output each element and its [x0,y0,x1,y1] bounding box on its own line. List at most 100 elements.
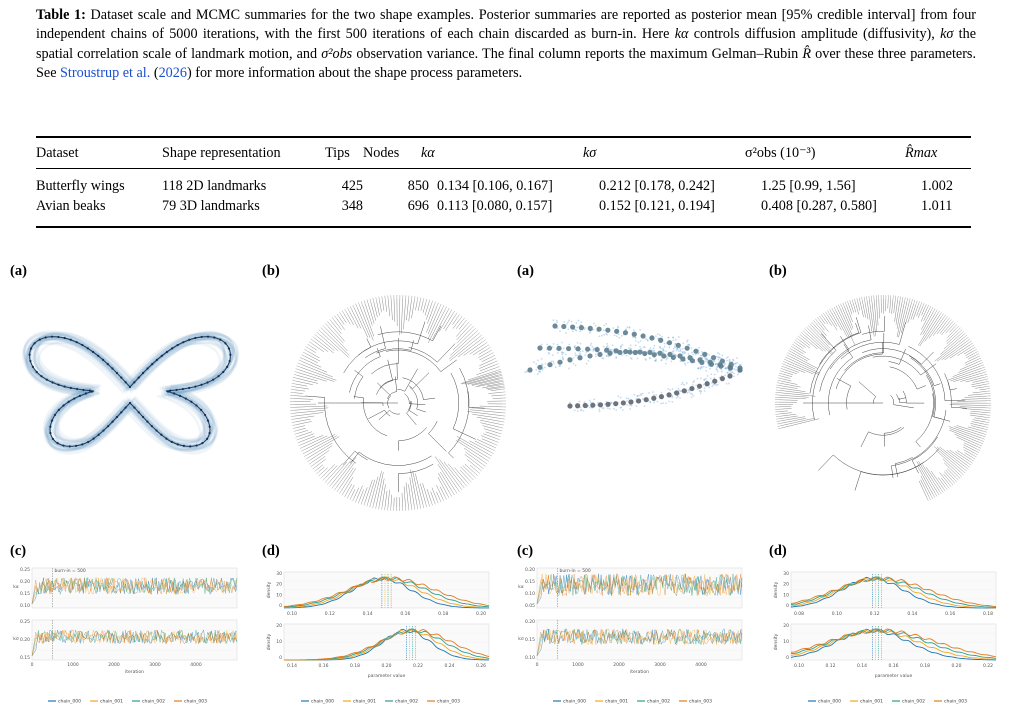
tree-internal-arc [909,355,935,386]
beak-sample-point [644,358,647,361]
header-k-sigma: kσ [583,144,597,161]
beak-sample-point [556,327,559,330]
tree-tip-label [309,341,313,344]
tree-tip-branch [794,348,804,355]
beak-sample-point [671,350,674,353]
tree-tip-branch [301,364,333,378]
legend-entry: chain_001 [353,699,376,705]
butterfly-landmark [165,350,169,354]
beak-landmark [561,323,567,330]
beak-sample-point [558,365,561,367]
butterfly-landmark [90,390,94,393]
panel-label-d-right: (d) [769,543,787,559]
beak-sample-point [554,366,557,369]
trace-chain-line [536,573,743,605]
beak-sample-point [723,362,726,364]
tree-tip-label [973,349,977,352]
tree-tip-label [829,309,832,313]
tree-tip-branch [409,477,415,506]
beak-sample-point [674,345,676,348]
tree-tip-branch [439,486,445,497]
beak-sample-point [608,407,611,410]
tree-tip-label [969,460,973,464]
butterfly-landmark [205,437,209,440]
tree-tip-branch [959,361,979,370]
tree-tip-label [804,328,808,332]
tree-tip-label [444,495,447,500]
tree-tip-label [827,310,830,314]
tree-tip-label [485,344,490,348]
beak-landmark [613,401,619,407]
tree-tip-branch [393,299,396,322]
tree-internal-branch [855,323,860,333]
tree-tip-branch [300,366,337,381]
beak-sample-point [662,348,665,351]
tree-tip-branch [921,307,925,316]
beak-sample-point [733,375,735,378]
butterfly-landmark [160,354,163,357]
beak-sample-point [535,363,538,365]
tree-tip-label [983,376,988,378]
tree-internal-branch [945,399,966,402]
panel-label-a-right: (a) [517,263,534,279]
tree-tip-branch [313,456,326,465]
tree-tip-label [355,498,358,503]
tree-tip-branch [323,464,336,476]
legend-entry: chain_000 [818,699,841,705]
tree-tip-branch [327,463,343,480]
butterfly-landmark [69,386,72,390]
beak-landmark [649,335,655,341]
tree-tip-branch [795,346,807,354]
tree-tip-label [352,304,355,309]
beak-sample-point [722,361,725,364]
tree-tip-branch [821,318,826,325]
tree-tip-label [491,448,495,451]
beak-sample-point [589,344,592,347]
butterfly-landmark [92,437,95,440]
citation-year-link[interactable]: 2026 [158,65,187,82]
tree-tip-branch [296,425,306,428]
butterfly-landmark [194,385,197,388]
tree-tip-branch [417,301,421,312]
tree-tip-branch [294,405,328,408]
tree-tip-branch [789,356,816,370]
tree-tip-label [298,359,303,362]
tree-internal-arc [872,355,921,376]
beak-landmark [537,345,543,351]
trace-ytick: 0.15 [525,637,535,643]
beak-landmark [693,348,699,354]
tree-tip-label [781,365,786,368]
butterfly-landmark [45,378,48,381]
tree-internal-arc [364,348,386,359]
beak-sample-point [563,321,565,323]
beak-landmark [637,349,643,355]
tree-tip-branch [487,387,501,390]
butterfly-landmark [88,389,91,392]
beak-sample-point [590,342,593,345]
legend-trace-right: chain_000 chain_001 chain_002 chain_003 [553,699,712,705]
butterfly-landmark [115,415,119,419]
beak-sample-point [715,368,718,371]
tree-tip-label [940,489,944,493]
beak-sample-point [575,322,578,324]
tree-tip-branch [475,381,500,388]
tree-tip-branch [831,312,842,331]
tree-tip-branch [405,482,409,507]
beak-landmark [658,394,665,400]
tree-tip-branch [952,366,981,377]
tree-tip-label [302,451,307,455]
tree-tip-branch [299,369,335,382]
beak-sample-point [665,350,667,353]
tree-internal-branch [933,416,942,420]
beak-sample-point [570,320,573,323]
tree-tip-branch [294,389,305,392]
tree-tip-label [838,304,841,309]
citation-author-link[interactable]: Stroustrup et al. [60,65,151,82]
tree-tip-branch [379,300,382,313]
tree-tip-label [414,505,416,510]
tree-internal-arc [406,400,412,414]
tree-tip-label [974,452,978,456]
beak-sample-point [606,344,609,347]
beak-sample-point [552,319,555,322]
